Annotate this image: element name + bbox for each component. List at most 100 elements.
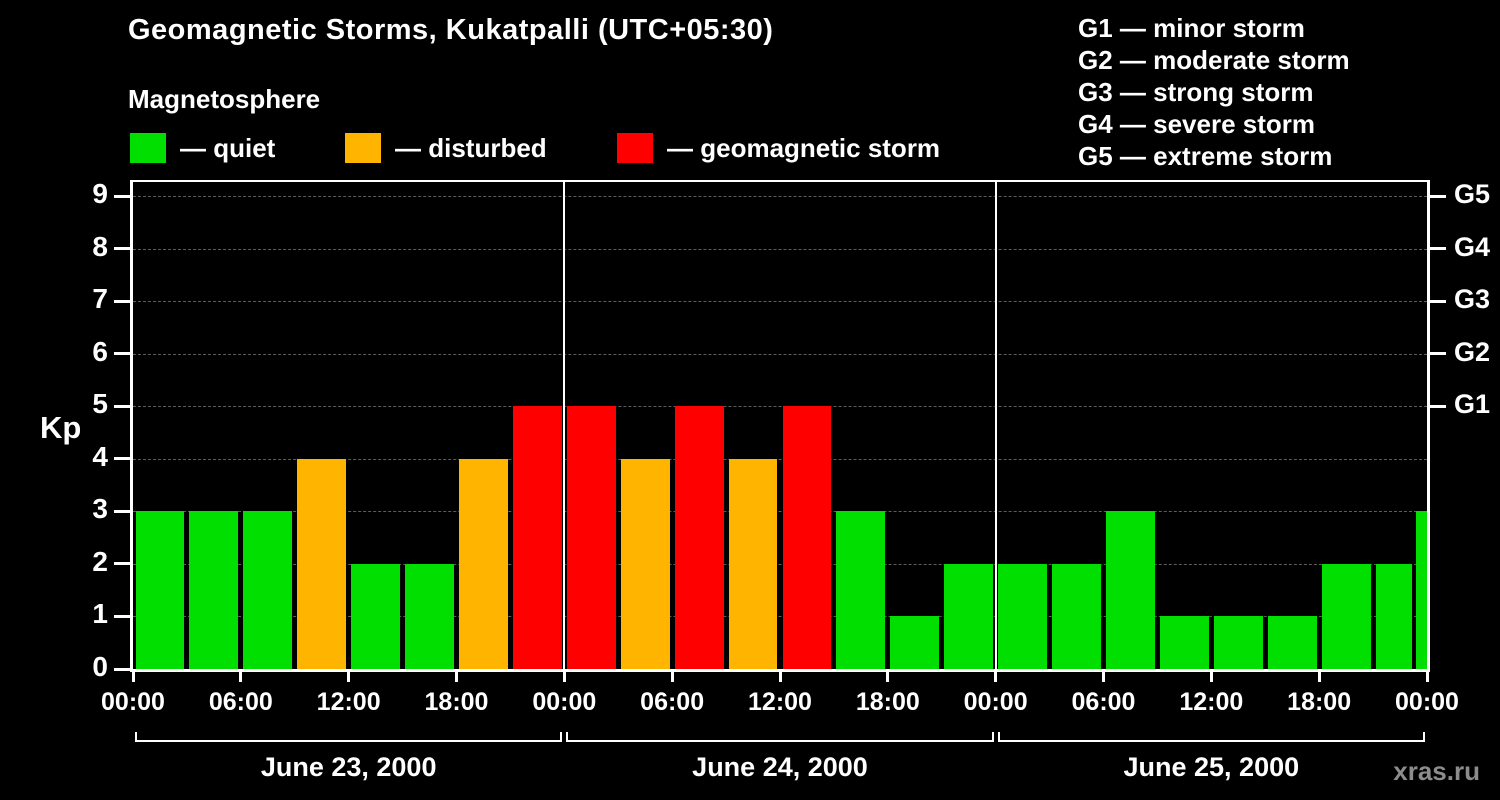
kp-bar bbox=[405, 563, 454, 669]
day-separator-line bbox=[563, 182, 566, 669]
quiet-swatch-icon bbox=[130, 133, 166, 163]
x-axis-tick bbox=[455, 672, 458, 682]
y-axis-tick bbox=[114, 562, 130, 566]
right-axis-tick bbox=[1430, 299, 1446, 303]
g5-legend-row: G5 — extreme storm bbox=[1078, 141, 1333, 171]
kp-bar-partial bbox=[1416, 511, 1427, 669]
kp-bar bbox=[890, 616, 940, 669]
chart-title: Geomagnetic Storms, Kukatpalli (UTC+05:3… bbox=[128, 14, 774, 46]
x-axis-label: 00:00 bbox=[101, 688, 165, 716]
g2-legend-row: G2 — moderate storm bbox=[1078, 45, 1350, 75]
kp-bar bbox=[728, 458, 778, 669]
kp-bar bbox=[1106, 511, 1155, 669]
kp-bar bbox=[1159, 616, 1209, 669]
kp-bar bbox=[782, 406, 832, 669]
y-axis-tick bbox=[114, 247, 130, 251]
legend-item-quiet: — quiet bbox=[130, 131, 275, 165]
legend-disturbed-label: — disturbed bbox=[395, 132, 547, 163]
x-axis-tick bbox=[239, 672, 243, 682]
y-axis-tick bbox=[114, 614, 130, 618]
right-axis-tick bbox=[1430, 194, 1446, 198]
y-axis-label: 9 bbox=[92, 178, 108, 209]
legend-title: Magnetosphere bbox=[128, 84, 321, 114]
y-axis-tick bbox=[114, 352, 130, 356]
date-label: June 24, 2000 bbox=[692, 752, 868, 782]
x-axis-tick bbox=[1209, 672, 1213, 682]
kp-bar bbox=[1213, 616, 1263, 669]
date-label: June 23, 2000 bbox=[260, 752, 437, 782]
x-axis-tick bbox=[886, 672, 890, 682]
kp-bar bbox=[351, 563, 401, 669]
gridline-kp-4 bbox=[133, 458, 1427, 460]
g-scale-legend: G1 — minor storm G2 — moderate storm G3 … bbox=[1078, 12, 1350, 172]
g3-legend-row: G3 — strong storm bbox=[1078, 77, 1314, 107]
kp-bar bbox=[243, 511, 293, 669]
x-axis-label: 12:00 bbox=[1179, 688, 1244, 716]
x-axis-label: 00:00 bbox=[532, 688, 597, 716]
y-axis-tick bbox=[114, 509, 130, 513]
kp-bar bbox=[836, 511, 886, 669]
x-axis-label: 12:00 bbox=[748, 688, 812, 716]
gridline-kp-1 bbox=[133, 616, 1427, 618]
gridline-kp-7 bbox=[133, 301, 1427, 303]
kp-bar bbox=[620, 458, 670, 669]
kp-bar bbox=[459, 458, 508, 669]
g4-legend-row: G4 — severe storm bbox=[1078, 109, 1316, 139]
plot-area bbox=[130, 180, 1430, 672]
kp-bar bbox=[297, 458, 347, 669]
kp-bar bbox=[674, 406, 724, 669]
kp-bar bbox=[1375, 563, 1413, 669]
y-axis-tick bbox=[114, 667, 130, 671]
x-axis-label: 00:00 bbox=[963, 688, 1028, 716]
x-axis-tick bbox=[1425, 672, 1429, 682]
kp-bar bbox=[566, 406, 616, 669]
y-axis-label: 2 bbox=[92, 545, 108, 577]
gridline-kp-3 bbox=[133, 511, 1427, 513]
x-axis-label: 06:00 bbox=[640, 688, 705, 716]
right-axis-tick bbox=[1430, 352, 1446, 356]
date-bracket bbox=[135, 732, 563, 742]
legend-item-disturbed: — disturbed bbox=[345, 131, 547, 165]
x-axis-label: 00:00 bbox=[1395, 688, 1459, 716]
x-axis-label: 18:00 bbox=[855, 688, 920, 716]
y-axis-tick bbox=[114, 194, 130, 198]
y-axis-label: 8 bbox=[92, 230, 108, 262]
g-scale-label: G5 bbox=[1454, 179, 1491, 209]
x-axis-tick bbox=[1317, 672, 1321, 682]
x-axis-label: 18:00 bbox=[424, 688, 489, 716]
legend-storm-label: — geomagnetic storm bbox=[667, 132, 941, 163]
kp-bar bbox=[1267, 616, 1317, 669]
y-axis-label: 4 bbox=[92, 440, 108, 472]
kp-bar bbox=[512, 406, 562, 669]
date-bracket bbox=[997, 732, 1425, 742]
x-axis-tick bbox=[670, 672, 674, 682]
gridline-kp-5 bbox=[133, 406, 1427, 408]
x-axis-label: 06:00 bbox=[1071, 688, 1136, 716]
kp-bar bbox=[998, 563, 1048, 669]
storm-swatch-icon bbox=[617, 133, 653, 163]
g-scale-label: G2 bbox=[1454, 336, 1491, 367]
y-axis-label: 0 bbox=[92, 651, 108, 682]
kp-bar bbox=[189, 511, 239, 669]
date-label: June 25, 2000 bbox=[1123, 752, 1300, 782]
kp-bar bbox=[1321, 563, 1371, 669]
x-axis-label: 06:00 bbox=[208, 688, 273, 716]
kp-bar bbox=[135, 511, 185, 669]
y-axis-label: 7 bbox=[92, 283, 108, 315]
day-separator-line bbox=[994, 182, 997, 669]
watermark: xras.ru bbox=[1393, 756, 1480, 786]
g1-legend-row: G1 — minor storm bbox=[1078, 13, 1305, 43]
right-axis-tick bbox=[1430, 247, 1446, 251]
gridline-kp-6 bbox=[133, 353, 1427, 355]
y-axis-tick bbox=[114, 404, 130, 408]
x-axis-tick bbox=[347, 672, 351, 682]
y-axis-label: 5 bbox=[92, 388, 108, 420]
legend-quiet-label: — quiet bbox=[180, 132, 276, 163]
y-axis-title: Kp bbox=[40, 410, 82, 445]
g-scale-label: G3 bbox=[1454, 284, 1491, 315]
gridline-kp-2 bbox=[133, 563, 1427, 565]
y-axis-label: 1 bbox=[92, 598, 108, 630]
y-axis-tick bbox=[114, 299, 130, 303]
x-axis-label: 12:00 bbox=[316, 688, 381, 716]
